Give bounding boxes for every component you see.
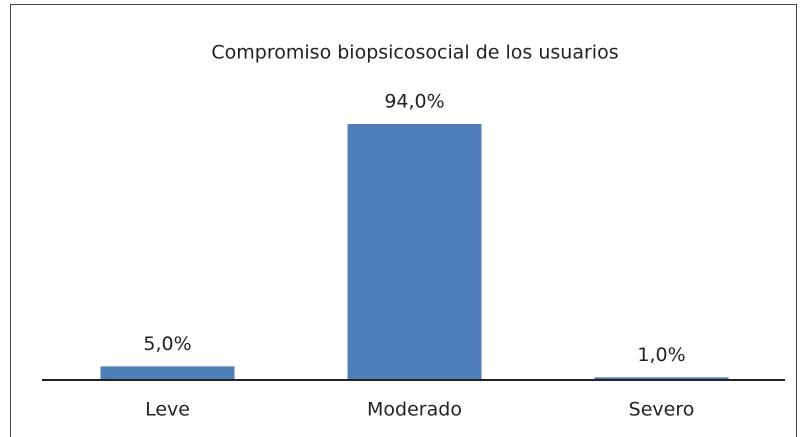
bar	[100, 366, 235, 380]
x-tick-label: Leve	[145, 399, 190, 421]
chart-title: Compromiso biopsicosocial de los usuario…	[211, 42, 618, 64]
x-tick-label: Moderado	[367, 399, 462, 421]
x-tick-label: Severo	[629, 399, 695, 421]
bar	[347, 124, 482, 380]
data-label: 5,0%	[143, 333, 191, 355]
data-label: 94,0%	[384, 91, 444, 113]
data-label: 1,0%	[637, 344, 685, 366]
bar	[594, 377, 729, 380]
